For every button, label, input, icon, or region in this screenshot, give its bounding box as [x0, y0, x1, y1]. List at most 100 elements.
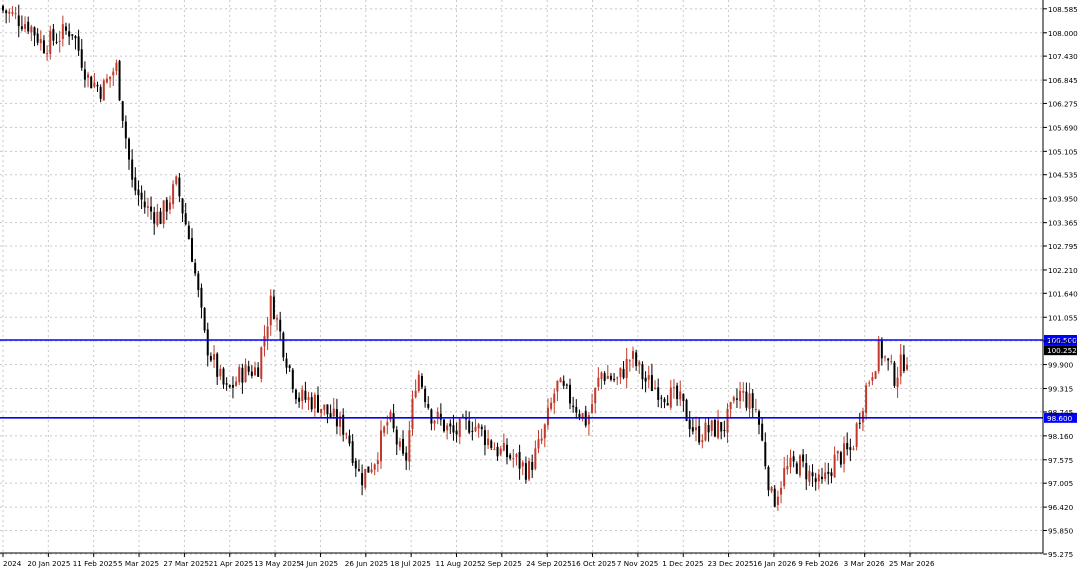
- x-tick-label: 25 Mar 2026: [889, 559, 935, 568]
- candle-body: [679, 391, 682, 400]
- candle-body: [191, 238, 193, 262]
- candle-body: [150, 206, 153, 212]
- candle-body: [477, 424, 480, 429]
- candle-body: [685, 399, 688, 421]
- candle-body: [597, 377, 600, 387]
- candle-body: [112, 71, 115, 76]
- candle-body: [121, 101, 124, 121]
- candle-body: [118, 60, 121, 101]
- candle-body: [729, 402, 732, 410]
- candle-body: [420, 375, 423, 388]
- candle-body: [487, 438, 490, 445]
- candle-body: [827, 471, 830, 474]
- candle-body: [61, 24, 64, 40]
- candle-body: [515, 454, 518, 458]
- candle-body: [717, 420, 720, 438]
- current-price-box: [1044, 345, 1077, 356]
- x-tick-label: 23 Dec 2025: [708, 559, 754, 568]
- candle-body: [761, 423, 764, 441]
- candle-body: [559, 378, 562, 383]
- candle-body: [74, 36, 77, 39]
- candle-body: [770, 487, 773, 492]
- candle-body: [452, 425, 455, 433]
- candle-body: [279, 319, 282, 332]
- candle-body: [131, 159, 134, 180]
- candle-body: [405, 452, 408, 461]
- candle-body: [893, 362, 896, 386]
- candle-body: [650, 375, 653, 391]
- level-label-box: [1044, 412, 1077, 423]
- candle-body: [329, 413, 332, 418]
- level-lines[interactable]: 100.500 98.600 100.252: [0, 334, 1077, 423]
- candle-body: [641, 364, 644, 380]
- candle-body: [767, 466, 770, 491]
- candle-body: [238, 367, 241, 383]
- x-tick-label: 26 Jun 2025: [345, 559, 388, 568]
- candle-body: [468, 420, 471, 433]
- candle-body: [2, 5, 4, 11]
- candle-body: [543, 424, 546, 439]
- candle-body: [855, 423, 858, 447]
- candle-body: [833, 454, 836, 478]
- candle-body: [682, 393, 685, 402]
- candle-body: [197, 273, 200, 291]
- candle-body: [439, 413, 442, 420]
- candle-body: [96, 84, 99, 87]
- candle-body: [124, 121, 127, 139]
- candle-body: [531, 461, 534, 470]
- candle-body: [606, 375, 609, 379]
- candle-body: [824, 472, 827, 479]
- candle-body: [480, 426, 483, 430]
- candle-body: [811, 472, 814, 477]
- candle-body: [39, 38, 42, 44]
- candle-body: [657, 387, 660, 400]
- candle-body: [483, 430, 486, 446]
- candle-body: [178, 177, 181, 197]
- candle-body: [272, 296, 275, 319]
- candle-body: [458, 419, 461, 437]
- candle-body: [861, 411, 864, 423]
- candle-body: [225, 383, 228, 385]
- candle-body: [430, 409, 433, 424]
- candle-body: [87, 74, 90, 78]
- candle-body: [817, 474, 820, 482]
- y-tick-label: 96.420: [1048, 503, 1074, 512]
- candle-body: [187, 225, 190, 240]
- candle-body: [490, 440, 493, 448]
- candle-body: [46, 53, 49, 55]
- candle-body: [638, 361, 641, 366]
- candle-body: [83, 69, 86, 80]
- candle-body: [184, 213, 187, 225]
- candle-body: [247, 366, 250, 372]
- candle-body: [798, 455, 801, 476]
- x-tick-label: 4 Jun 2025: [299, 559, 338, 568]
- y-tick-label: 108.000: [1048, 29, 1078, 38]
- candle-body: [317, 395, 319, 413]
- candle-body: [228, 385, 231, 388]
- candle-body: [474, 426, 477, 432]
- candle-body: [71, 34, 74, 36]
- candle-body: [660, 397, 663, 399]
- candle-body: [200, 287, 203, 308]
- y-tick-label: 95.850: [1048, 526, 1074, 535]
- candle-body: [276, 317, 279, 320]
- candle-body: [449, 423, 452, 427]
- candle-body: [52, 29, 55, 41]
- y-tick-label: 97.575: [1048, 456, 1073, 465]
- candle-body: [235, 381, 238, 386]
- candle-body: [843, 443, 846, 464]
- candle-body: [298, 397, 301, 402]
- candle-body: [628, 360, 631, 362]
- candle-body: [326, 404, 329, 415]
- candle-body: [616, 377, 619, 379]
- candle-body: [219, 368, 222, 377]
- candle-body: [632, 351, 634, 359]
- candle-body: [128, 138, 130, 160]
- candle-body: [546, 407, 549, 425]
- candle-body: [751, 393, 754, 408]
- candle-body: [294, 389, 297, 400]
- candle-body: [398, 441, 401, 447]
- candle-body: [105, 78, 108, 83]
